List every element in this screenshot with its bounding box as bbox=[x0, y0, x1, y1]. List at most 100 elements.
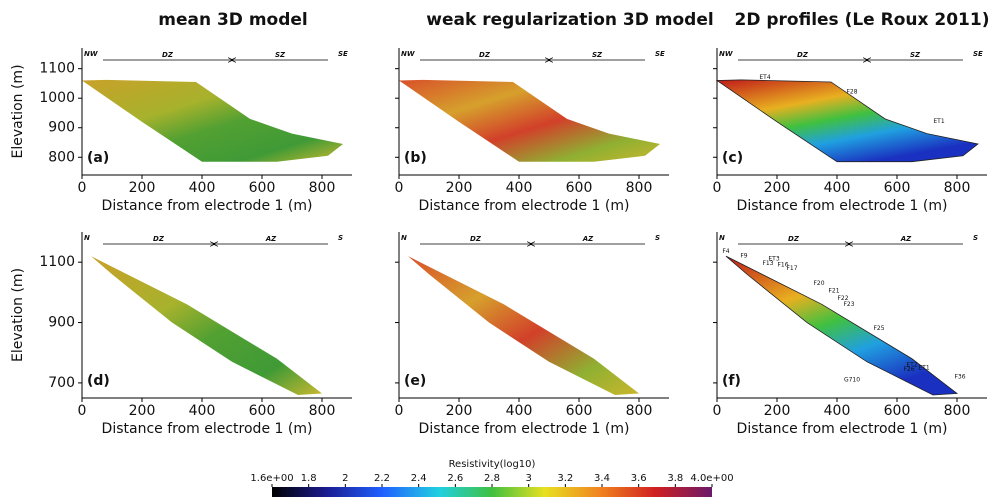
panel-label: (f) bbox=[722, 373, 741, 389]
x-tick-label: 800 bbox=[944, 403, 971, 419]
feature-label: F36 bbox=[954, 373, 965, 380]
feature-label: ET2 bbox=[906, 361, 917, 368]
zone-label: SZ bbox=[275, 51, 286, 59]
feature-label: F23 bbox=[843, 301, 854, 308]
resistivity-section bbox=[725, 255, 959, 396]
resistivity-section bbox=[91, 256, 322, 395]
panel-label: (a) bbox=[87, 150, 109, 166]
x-tick-label: 800 bbox=[309, 403, 336, 419]
x-tick-label: 600 bbox=[249, 403, 276, 419]
y-tick-label: 900 bbox=[48, 120, 75, 136]
x-tick-label: 200 bbox=[129, 403, 156, 419]
orientation-right: S bbox=[973, 234, 978, 242]
feature-label: ET1 bbox=[933, 118, 944, 125]
y-axis-label: Elevation (m) bbox=[10, 64, 26, 158]
x-tick-label: 400 bbox=[189, 403, 216, 419]
x-tick-label: 200 bbox=[129, 180, 156, 196]
zone-label: DZ bbox=[479, 51, 491, 59]
x-tick-label: 400 bbox=[506, 403, 533, 419]
colorbar-tick-label: 4.0e+00 bbox=[690, 473, 733, 484]
colorbar-tick-label: 1.8 bbox=[301, 473, 317, 484]
x-tick-label: 400 bbox=[189, 180, 216, 196]
column-title: 2D profiles (Le Roux 2011) bbox=[735, 10, 990, 30]
colorbar-tick-label: 3.4 bbox=[594, 473, 610, 484]
panel-label: (c) bbox=[722, 150, 743, 166]
orientation-left: NW bbox=[401, 50, 415, 58]
x-tick-label: 600 bbox=[566, 403, 593, 419]
zone-label: DZ bbox=[797, 51, 809, 59]
x-tick-label: 400 bbox=[506, 180, 533, 196]
x-axis-label: Distance from electrode 1 (m) bbox=[102, 421, 313, 437]
resistivity-section bbox=[399, 79, 660, 162]
orientation-left: NW bbox=[719, 50, 733, 58]
colorbar-tick-label: 1.6e+00 bbox=[250, 473, 293, 484]
x-tick-label: 200 bbox=[764, 403, 791, 419]
feature-label: F25 bbox=[873, 325, 884, 332]
x-axis-label: Distance from electrode 1 (m) bbox=[737, 198, 948, 214]
colorbar-tick-label: 2.4 bbox=[411, 473, 427, 484]
zone-label: DZ bbox=[470, 235, 482, 243]
x-tick-label: 600 bbox=[884, 403, 911, 419]
panel-label: (b) bbox=[404, 150, 427, 166]
x-tick-label: 800 bbox=[944, 180, 971, 196]
feature-label: ET4 bbox=[759, 74, 770, 81]
y-tick-label: 800 bbox=[48, 149, 75, 165]
x-tick-label: 0 bbox=[713, 403, 722, 419]
x-tick-label: 0 bbox=[713, 180, 722, 196]
orientation-right: S bbox=[338, 234, 343, 242]
colorbar-tick-label: 3.8 bbox=[667, 473, 683, 484]
x-tick-label: 800 bbox=[626, 180, 653, 196]
feature-label: F20 bbox=[813, 280, 824, 287]
feature-label: F17 bbox=[786, 265, 797, 272]
orientation-right: SE bbox=[338, 50, 348, 58]
colorbar bbox=[272, 487, 712, 497]
y-axis-label: Elevation (m) bbox=[10, 268, 26, 362]
orientation-right: S bbox=[655, 234, 660, 242]
colorbar-tick-label: 3 bbox=[525, 473, 531, 484]
zone-label: AZ bbox=[582, 235, 594, 243]
zone-label: SZ bbox=[592, 51, 603, 59]
orientation-right: SE bbox=[655, 50, 665, 58]
zone-label: DZ bbox=[162, 51, 174, 59]
resistivity-section bbox=[82, 79, 343, 162]
x-tick-label: 600 bbox=[884, 180, 911, 196]
x-tick-label: 0 bbox=[78, 180, 87, 196]
colorbar-tick-label: 2.2 bbox=[374, 473, 390, 484]
x-tick-label: 200 bbox=[764, 180, 791, 196]
y-tick-label: 700 bbox=[48, 375, 75, 391]
x-axis-label: Distance from electrode 1 (m) bbox=[419, 421, 630, 437]
panel-label: (d) bbox=[87, 373, 110, 389]
y-tick-label: 900 bbox=[48, 315, 75, 331]
x-tick-label: 200 bbox=[446, 403, 473, 419]
x-tick-label: 600 bbox=[249, 180, 276, 196]
orientation-left: N bbox=[719, 234, 725, 242]
colorbar-tick-label: 2.6 bbox=[447, 473, 463, 484]
zone-label: SZ bbox=[910, 51, 921, 59]
x-axis-label: Distance from electrode 1 (m) bbox=[419, 198, 630, 214]
feature-label: F13 bbox=[762, 260, 773, 267]
resistivity-section bbox=[715, 79, 979, 163]
orientation-right: SE bbox=[973, 50, 983, 58]
x-axis-label: Distance from electrode 1 (m) bbox=[737, 421, 948, 437]
x-tick-label: 800 bbox=[309, 180, 336, 196]
column-title: weak regularization 3D model bbox=[426, 10, 713, 30]
colorbar-title: Resistivity(log10) bbox=[449, 459, 536, 470]
colorbar-tick-label: 3.6 bbox=[631, 473, 647, 484]
x-tick-label: 400 bbox=[824, 403, 851, 419]
orientation-left: N bbox=[84, 234, 90, 242]
x-tick-label: 0 bbox=[395, 180, 404, 196]
feature-label: F26 bbox=[903, 366, 914, 373]
zone-label: DZ bbox=[153, 235, 165, 243]
panel-label: (e) bbox=[404, 373, 426, 389]
x-tick-label: 200 bbox=[446, 180, 473, 196]
orientation-left: NW bbox=[84, 50, 98, 58]
feature-label: ET3 bbox=[768, 256, 779, 263]
feature-label: F21 bbox=[828, 287, 839, 294]
feature-label: F16 bbox=[777, 262, 788, 269]
x-tick-label: 600 bbox=[566, 180, 593, 196]
resistivity-section bbox=[408, 256, 639, 395]
colorbar-tick-label: 2.8 bbox=[484, 473, 500, 484]
orientation-left: N bbox=[401, 234, 407, 242]
feature-label: F4 bbox=[722, 248, 729, 255]
